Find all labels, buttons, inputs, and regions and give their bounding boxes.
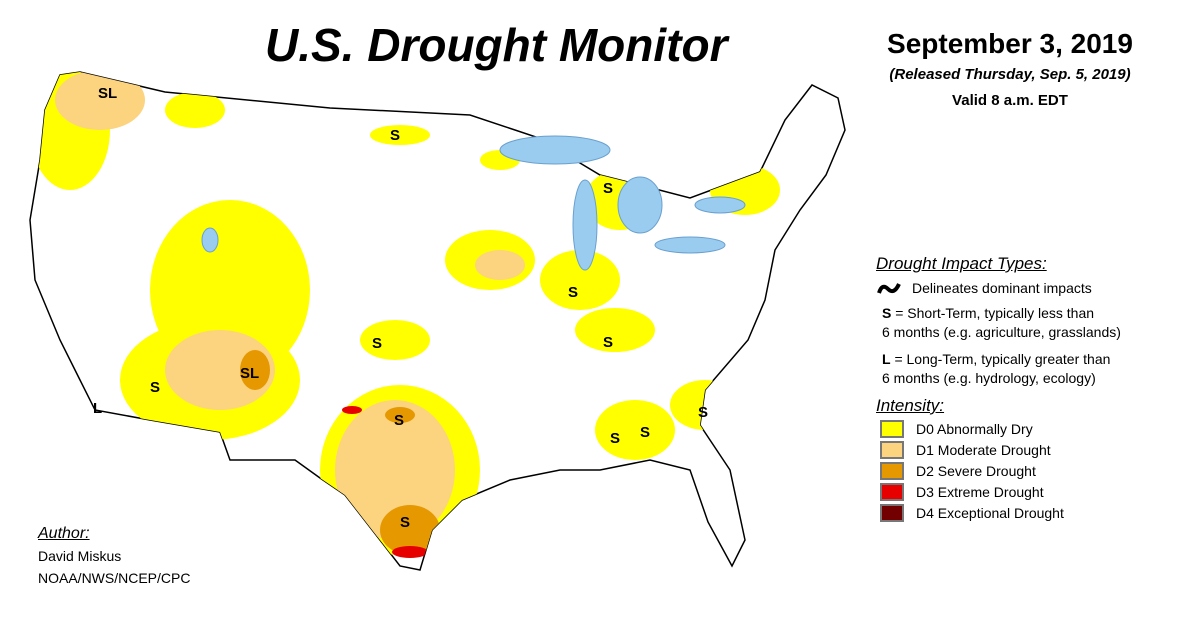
valid-time: Valid 8 a.m. EDT (952, 92, 1068, 109)
intensity-swatch (880, 419, 904, 438)
svg-text:S: S (150, 379, 160, 396)
intensity-item: D3 Extreme Drought (880, 481, 1176, 502)
intensity-item: D2 Severe Drought (880, 460, 1176, 481)
map-date: September 3, 2019 (887, 28, 1133, 59)
impact-types-heading: Drought Impact Types: (876, 254, 1047, 273)
short-term-desc: S = Short-Term, typically less than 6 mon… (882, 305, 1121, 340)
svg-text:S: S (568, 284, 578, 301)
intensity-item: D4 Exceptional Drought (880, 502, 1176, 523)
svg-text:S: S (372, 335, 382, 352)
impact-line-icon (877, 283, 901, 294)
svg-text:L: L (93, 400, 102, 417)
drought-areas (30, 72, 780, 558)
intensity-label: D1 Moderate Drought (916, 441, 1051, 458)
great-lakes (201, 135, 746, 271)
svg-text:S: S (394, 412, 404, 429)
intensity-item: D0 Abnormally Dry (880, 418, 1176, 439)
svg-text:S: S (698, 404, 708, 421)
svg-text:SL: SL (98, 85, 117, 102)
svg-text:SL: SL (240, 365, 259, 382)
intensity-item: D1 Moderate Drought (880, 439, 1176, 460)
intensity-swatch (880, 440, 904, 459)
page-title: U.S. Drought Monitor (265, 19, 728, 71)
author-org: NOAA/NWS/NCEP/CPC (38, 570, 191, 586)
intensity-label: D3 Extreme Drought (916, 483, 1044, 500)
intensity-swatch (880, 461, 904, 480)
intensity-swatch (880, 503, 904, 522)
legend: Drought Impact Types: Delineates dominan… (876, 254, 1176, 523)
svg-text:S: S (640, 424, 650, 441)
svg-text:S: S (390, 127, 400, 144)
map-impact-labels: SL S S S SL L S S S S S S S S (93, 85, 708, 531)
intensity-label: D0 Abnormally Dry (916, 420, 1033, 437)
intensity-swatch (880, 482, 904, 501)
release-date: (Released Thursday, Sep. 5, 2019) (889, 66, 1131, 83)
intensity-label: D2 Severe Drought (916, 462, 1036, 479)
author-name: David Miskus (38, 548, 122, 564)
delineates-text: Delineates dominant impacts (912, 280, 1092, 296)
svg-text:S: S (610, 430, 620, 447)
svg-text:S: S (400, 514, 410, 531)
svg-text:S: S (603, 180, 613, 197)
author-block: Author: David Miskus NOAA/NWS/NCEP/CPC (38, 523, 190, 589)
svg-text:S: S (603, 334, 613, 351)
intensity-heading: Intensity: (876, 396, 945, 415)
intensity-label: D4 Exceptional Drought (916, 504, 1064, 521)
author-heading: Author: (38, 525, 90, 542)
long-term-desc: L = Long-Term, typically greater than 6 m… (882, 351, 1111, 386)
